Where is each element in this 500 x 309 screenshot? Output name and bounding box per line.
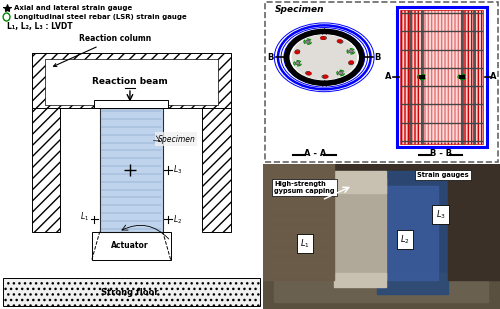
Bar <box>92 232 170 260</box>
Text: Strong floor: Strong floor <box>101 287 158 297</box>
Circle shape <box>306 71 310 74</box>
Bar <box>202 53 231 232</box>
Bar <box>400 10 483 144</box>
Circle shape <box>295 62 300 65</box>
Bar <box>2 278 260 306</box>
Bar <box>334 171 386 193</box>
Text: Axial and lateral strain gauge: Axial and lateral strain gauge <box>14 5 132 11</box>
Text: L₁, L₂, L₃ : LVDT: L₁, L₂, L₃ : LVDT <box>6 22 72 31</box>
Circle shape <box>322 36 326 40</box>
Text: $L_1$: $L_1$ <box>80 210 89 222</box>
Bar <box>424 11 460 143</box>
Text: B: B <box>268 53 274 62</box>
Text: Reaction beam: Reaction beam <box>92 77 168 87</box>
Bar <box>376 171 448 294</box>
Bar <box>32 53 231 108</box>
Text: $L_3$: $L_3$ <box>436 208 446 221</box>
Bar <box>44 59 218 105</box>
Text: High-strength
gypsum capping: High-strength gypsum capping <box>274 181 335 194</box>
Bar <box>262 273 500 309</box>
Bar <box>262 164 334 280</box>
Text: A - A: A - A <box>304 149 326 158</box>
Circle shape <box>337 39 342 43</box>
Circle shape <box>294 50 300 54</box>
Text: $L_2$: $L_2$ <box>174 213 182 226</box>
Bar <box>334 273 386 287</box>
Text: Reaction column: Reaction column <box>54 34 151 66</box>
Circle shape <box>320 36 326 40</box>
Bar <box>418 75 424 79</box>
Circle shape <box>292 35 357 80</box>
Text: A: A <box>385 73 392 82</box>
Circle shape <box>306 40 310 43</box>
Bar <box>94 100 168 108</box>
Bar <box>396 7 487 146</box>
Bar <box>100 108 163 232</box>
Text: B - B: B - B <box>430 149 452 158</box>
Text: Specimen: Specimen <box>274 5 324 14</box>
Circle shape <box>338 40 343 43</box>
Text: A: A <box>490 73 496 82</box>
Circle shape <box>348 61 354 64</box>
Circle shape <box>306 72 312 75</box>
Bar <box>274 273 488 302</box>
Text: Longitudinal steel rebar (LSR) strain gauge: Longitudinal steel rebar (LSR) strain ga… <box>14 14 187 20</box>
Circle shape <box>295 50 300 53</box>
Circle shape <box>348 50 354 53</box>
Text: Specimen: Specimen <box>158 134 196 144</box>
Bar <box>448 164 500 280</box>
Circle shape <box>322 75 326 78</box>
Bar <box>386 185 438 280</box>
Circle shape <box>348 62 354 65</box>
Text: Actuator: Actuator <box>111 241 149 250</box>
Text: $L_3$: $L_3$ <box>174 164 182 176</box>
Circle shape <box>338 71 343 74</box>
Text: $L_2$: $L_2$ <box>400 233 410 246</box>
Bar <box>334 178 386 280</box>
Text: Strain gauges: Strain gauges <box>417 172 469 178</box>
Circle shape <box>323 75 328 78</box>
Text: B: B <box>374 53 381 62</box>
Text: $L_1$: $L_1$ <box>300 237 310 250</box>
Bar <box>32 53 60 232</box>
Bar <box>459 75 465 79</box>
